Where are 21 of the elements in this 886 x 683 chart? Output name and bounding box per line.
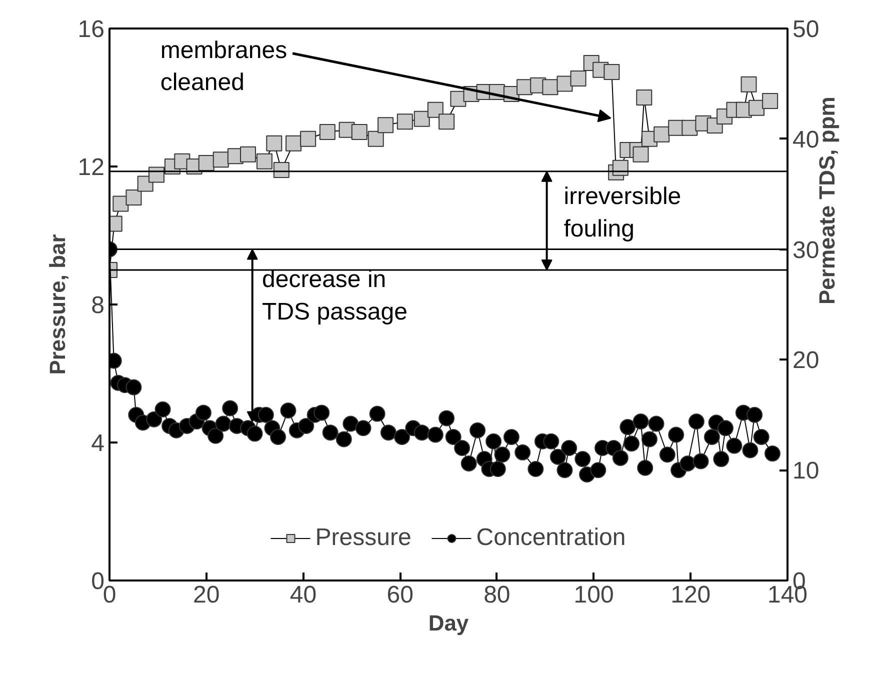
annotation: irreversible fouling <box>564 183 682 242</box>
x-tick-label: 40 <box>290 582 317 608</box>
y-tick-label: 12 <box>78 154 105 181</box>
y-tick-label: 4 <box>91 430 105 457</box>
y-tick-label: 16 <box>78 16 105 43</box>
y2-tick-label: 40 <box>792 126 820 154</box>
legend-label: Pressure <box>315 524 412 552</box>
annotation: decrease in TDS passage <box>262 266 408 326</box>
x-axis-title: Day <box>428 610 470 636</box>
x-tick-label: 60 <box>386 582 414 608</box>
x-tick-label: 100 <box>574 582 614 608</box>
y-tick-label: 8 <box>91 292 105 319</box>
y2-tick-label: 20 <box>792 347 820 374</box>
x-tick-label: 120 <box>670 582 711 608</box>
y2-tick-label: 50 <box>792 16 820 43</box>
annotation: membranes cleaned <box>160 36 288 96</box>
x-tick-label: 80 <box>484 582 510 608</box>
legend-label: Concentration <box>476 524 626 552</box>
x-tick-label: 20 <box>193 582 220 608</box>
y-axis-title: Pressure, bar <box>44 234 70 375</box>
y2-tick-label: 10 <box>792 458 820 485</box>
